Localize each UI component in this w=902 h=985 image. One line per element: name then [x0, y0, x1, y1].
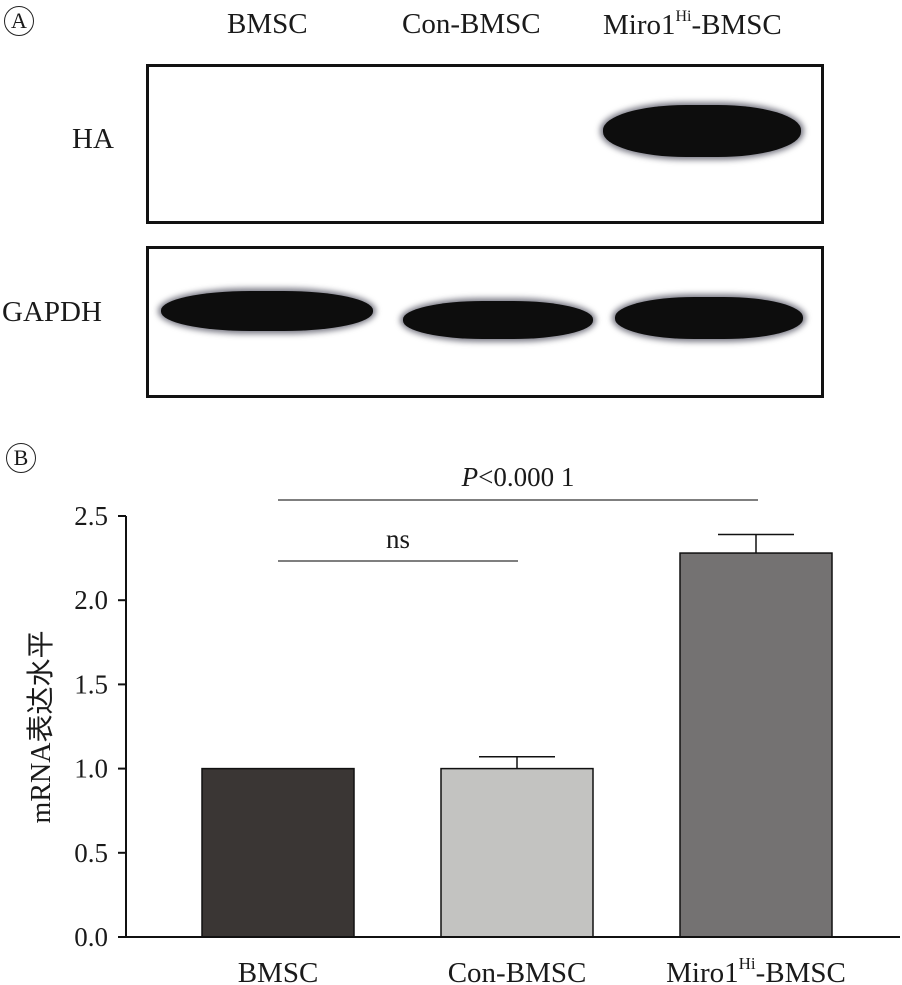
bar-miro1hi-bmsc — [679, 552, 833, 938]
blot-ha — [146, 64, 824, 224]
row-label-gapdh: GAPDH — [2, 296, 102, 328]
x-tick-label-con-bmsc: Con-BMSC — [448, 957, 587, 985]
y-tick-label: 2.0 — [74, 585, 108, 615]
y-tick-label: 2.5 — [74, 501, 108, 531]
y-axis-label: mRNA表达水平 — [25, 631, 57, 824]
significance-label-1: P<0.000 1 — [461, 462, 575, 492]
row-label-ha: HA — [72, 123, 114, 155]
panel-a-label: A — [4, 6, 34, 36]
y-tick-label: 0.0 — [74, 922, 108, 952]
lane-label-con-bmsc-text: Con-BMSC — [402, 8, 541, 40]
lane-label-miro1hi-bmsc: Miro1Hi-BMSC — [603, 8, 782, 42]
x-tick-label-bmsc: BMSC — [238, 957, 319, 985]
band-gapdh-bmsc — [161, 291, 373, 331]
panel-b-label: B — [6, 443, 36, 473]
band-gapdh-con-bmsc — [403, 301, 593, 339]
blot-gapdh — [146, 246, 824, 398]
y-tick-label: 1.5 — [74, 669, 108, 699]
lane-label-miro1hi-bmsc-suffix: -BMSC — [691, 9, 782, 41]
y-tick-label: 1.0 — [74, 754, 108, 784]
bar-bmsc — [201, 767, 355, 938]
lane-label-bmsc: BMSC — [227, 8, 308, 41]
lane-label-miro1hi-bmsc-sup: Hi — [675, 8, 692, 25]
lane-label-bmsc-text: BMSC — [227, 8, 308, 40]
band-gapdh-miro1hi-bmsc — [615, 297, 803, 339]
x-tick-label-miro1hi-bmsc: Miro1Hi-BMSC — [666, 954, 846, 985]
y-tick-label: 0.5 — [74, 838, 108, 868]
significance-label-0: ns — [386, 524, 410, 554]
band-ha-miro1hi-bmsc — [603, 105, 801, 157]
lane-label-con-bmsc: Con-BMSC — [402, 8, 541, 41]
lane-label-miro1hi-bmsc-main: Miro1 — [603, 9, 676, 41]
bar-con-bmsc — [440, 767, 594, 938]
